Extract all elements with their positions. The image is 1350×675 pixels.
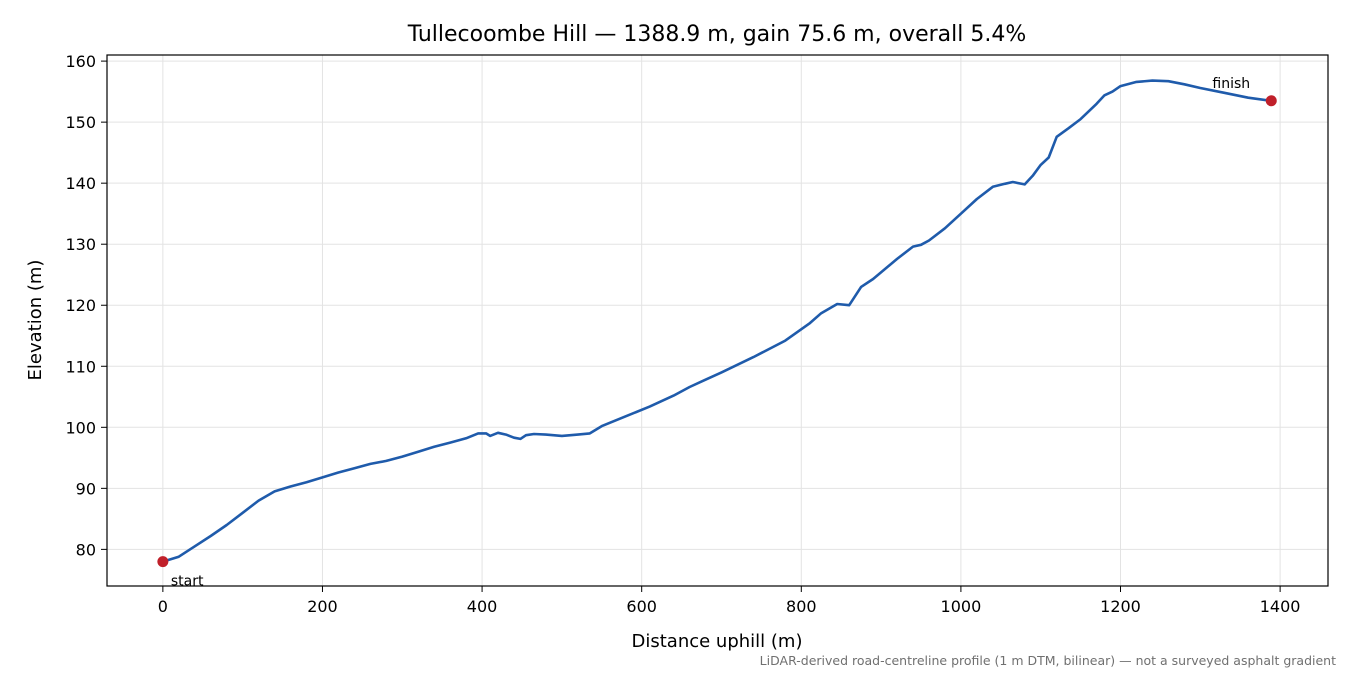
- x-tick-label: 0: [158, 597, 168, 616]
- y-tick-label: 130: [65, 235, 96, 254]
- finish-label: finish: [1212, 76, 1250, 92]
- footnote: LiDAR-derived road-centreline profile (1…: [760, 653, 1336, 668]
- x-tick-label: 600: [626, 597, 657, 616]
- x-tick-label: 1000: [941, 597, 982, 616]
- y-axis-label: Elevation (m): [25, 260, 46, 381]
- y-tick-label: 80: [76, 540, 96, 559]
- y-tick-label: 90: [76, 479, 96, 498]
- y-tick-label: 120: [65, 296, 96, 315]
- x-tick-label: 400: [467, 597, 498, 616]
- start-label: start: [171, 574, 204, 590]
- x-axis: 0 200 400 600 800 1000 1200 1400: [158, 586, 1301, 616]
- x-axis-label: Distance uphill (m): [632, 631, 803, 652]
- y-tick-label: 150: [65, 113, 96, 132]
- finish-marker: [1265, 95, 1277, 107]
- y-tick-label: 110: [65, 357, 96, 376]
- x-tick-label: 200: [307, 597, 338, 616]
- elevation-line: [162, 79, 1272, 563]
- x-tick-label: 1200: [1100, 597, 1141, 616]
- y-tick-label: 160: [65, 52, 96, 71]
- y-tick-label: 140: [65, 174, 96, 193]
- y-tick-label: 100: [65, 418, 96, 437]
- grid: [107, 55, 1328, 586]
- x-tick-label: 1400: [1260, 597, 1301, 616]
- start-marker: [157, 556, 169, 568]
- plot-frame: [106, 54, 1329, 587]
- chart-title: Tullecoombe Hill — 1388.9 m, gain 75.6 m…: [407, 22, 1027, 47]
- x-tick-label: 800: [786, 597, 817, 616]
- y-axis: 80 90 100 110 120 130 140 150 160: [65, 52, 107, 559]
